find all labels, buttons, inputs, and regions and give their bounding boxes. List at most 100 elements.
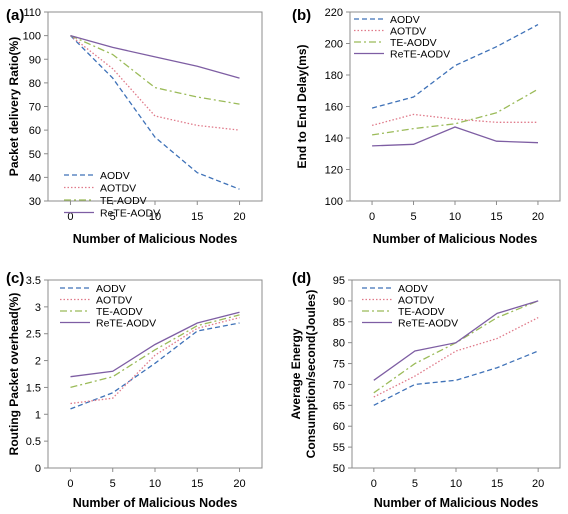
series-line-aotdv	[371, 113, 538, 127]
y-tick-label: 3.5	[26, 275, 41, 287]
y-tick-label: 60	[29, 125, 41, 137]
panel-label: (a)	[6, 7, 24, 24]
x-tick-label: 15	[491, 478, 503, 490]
y-tick-label: 60	[333, 421, 345, 433]
legend-entry-label: AOTDV	[390, 26, 426, 38]
legend-entry-label: TE-AODV	[100, 195, 147, 207]
x-tick-label: 10	[149, 211, 161, 223]
y-tick-label: 2.5	[26, 329, 41, 341]
legend-entry-label: AODV	[398, 283, 428, 295]
series-line-aotdv	[70, 316, 240, 405]
y-tick-label: 90	[333, 296, 345, 308]
x-tick-label: 15	[490, 211, 502, 223]
series-line-te-aodv	[70, 35, 240, 105]
x-tick-label: 10	[149, 478, 161, 490]
y-tick-label: 80	[29, 78, 41, 90]
x-tick-label: 20	[233, 211, 245, 223]
legend-entry-label: AOTDV	[100, 183, 136, 195]
y-tick-label: 180	[325, 70, 343, 82]
y-tick-label: 140	[325, 133, 343, 145]
y-axis-title: Routing Packet overhead(%)	[7, 293, 21, 456]
legend-entry-label: AOTDV	[398, 295, 434, 307]
y-tick-label: 95	[333, 275, 345, 287]
panel-label: (d)	[292, 270, 311, 287]
legend-entry-label: ReTE-AODV	[398, 318, 458, 330]
x-tick-label: 0	[67, 211, 73, 223]
x-tick-label: 15	[191, 211, 203, 223]
series-line-rete-aodv	[372, 126, 539, 147]
plot-frame	[47, 279, 263, 469]
y-tick-label: 30	[29, 196, 41, 208]
y-axis-title: End to End Delay(ms)	[295, 44, 309, 168]
legend-entry-label: AODV	[100, 170, 130, 182]
series-line-te-aodv	[70, 314, 240, 389]
y-tick-label: 55	[333, 442, 345, 454]
series-line-aotdv	[70, 35, 240, 131]
y-tick-label: 90	[29, 54, 41, 66]
series-line-te-aodv	[372, 88, 539, 136]
y-tick-label: 100	[23, 31, 41, 43]
chart-panel-1: 30 40 50 60 70 80 90 100 110 0 5 10 15 20 AODVAOTDVTE-…	[6, 7, 263, 246]
y-tick-label: 3	[35, 302, 41, 314]
x-tick-label: 10	[450, 478, 462, 490]
x-tick-label: 5	[110, 478, 116, 490]
legend-entry-label: TE-AODV	[390, 37, 437, 49]
y-tick-label: 75	[333, 359, 345, 371]
x-tick-label: 0	[369, 211, 375, 223]
series-line-aodv	[371, 24, 539, 109]
panel-label: (c)	[6, 270, 24, 287]
chart-panel-3: 0 0.5 1 1.5 2 2.5 3 3.5 0 5 10 15 20 AODVAOTDVTE-AODV…	[6, 270, 263, 510]
x-tick-label: 20	[233, 478, 245, 490]
series-line-rete-aodv	[70, 34, 240, 79]
x-tick-label: 20	[532, 211, 544, 223]
y-tick-label: 110	[23, 7, 41, 19]
legend-entry-label: ReTE-AODV	[96, 318, 156, 330]
x-tick-label: 5	[412, 478, 418, 490]
y-tick-label: 100	[325, 196, 343, 208]
y-tick-label: 65	[333, 400, 345, 412]
series-line-aotdv	[373, 317, 539, 398]
x-tick-label: 5	[110, 211, 116, 223]
y-tick-label: 120	[325, 165, 343, 177]
x-tick-label: 5	[410, 211, 416, 223]
y-tick-label: 2	[35, 356, 41, 368]
legend-entry-label: TE-AODV	[398, 306, 445, 318]
x-tick-label: 10	[449, 211, 461, 223]
x-tick-label: 15	[191, 478, 203, 490]
y-tick-label: 50	[333, 463, 345, 475]
panel-label: (b)	[292, 7, 311, 24]
y-tick-label: 160	[325, 102, 343, 114]
x-tick-label: 20	[532, 478, 544, 490]
series-line-aodv	[373, 350, 539, 406]
y-tick-label: 70	[333, 379, 345, 391]
y-tick-label: 1	[35, 409, 41, 421]
x-axis-title: Number of Malicious Nodes	[373, 232, 538, 246]
legend-entry-label: AODV	[390, 14, 420, 26]
y-tick-label: 80	[333, 338, 345, 350]
y-tick-label: 85	[333, 317, 345, 329]
legend-entry-label: ReTE-AODV	[100, 208, 160, 220]
x-tick-label: 0	[67, 478, 73, 490]
y-tick-label: 70	[29, 102, 41, 114]
y-tick-label: 40	[29, 172, 41, 184]
y-tick-label: 0	[35, 463, 41, 475]
y-axis-title-line: Average Energy	[289, 328, 303, 419]
x-axis-title: Number of Malicious Nodes	[73, 232, 238, 246]
series-line-rete-aodv	[373, 300, 539, 381]
series-line-aodv	[70, 322, 240, 410]
x-axis-title: Number of Malicious Nodes	[374, 496, 539, 510]
legend-entry-label: AOTDV	[96, 295, 132, 307]
y-axis-title-line: Consumption/second(Joules)	[304, 290, 318, 459]
series-line-aodv	[70, 35, 240, 190]
x-tick-label: 0	[371, 478, 377, 490]
plot-frame	[349, 11, 561, 202]
y-tick-label: 200	[325, 39, 343, 51]
y-tick-label: 50	[29, 149, 41, 161]
y-tick-label: 220	[325, 7, 343, 19]
series-line-rete-aodv	[70, 311, 240, 378]
